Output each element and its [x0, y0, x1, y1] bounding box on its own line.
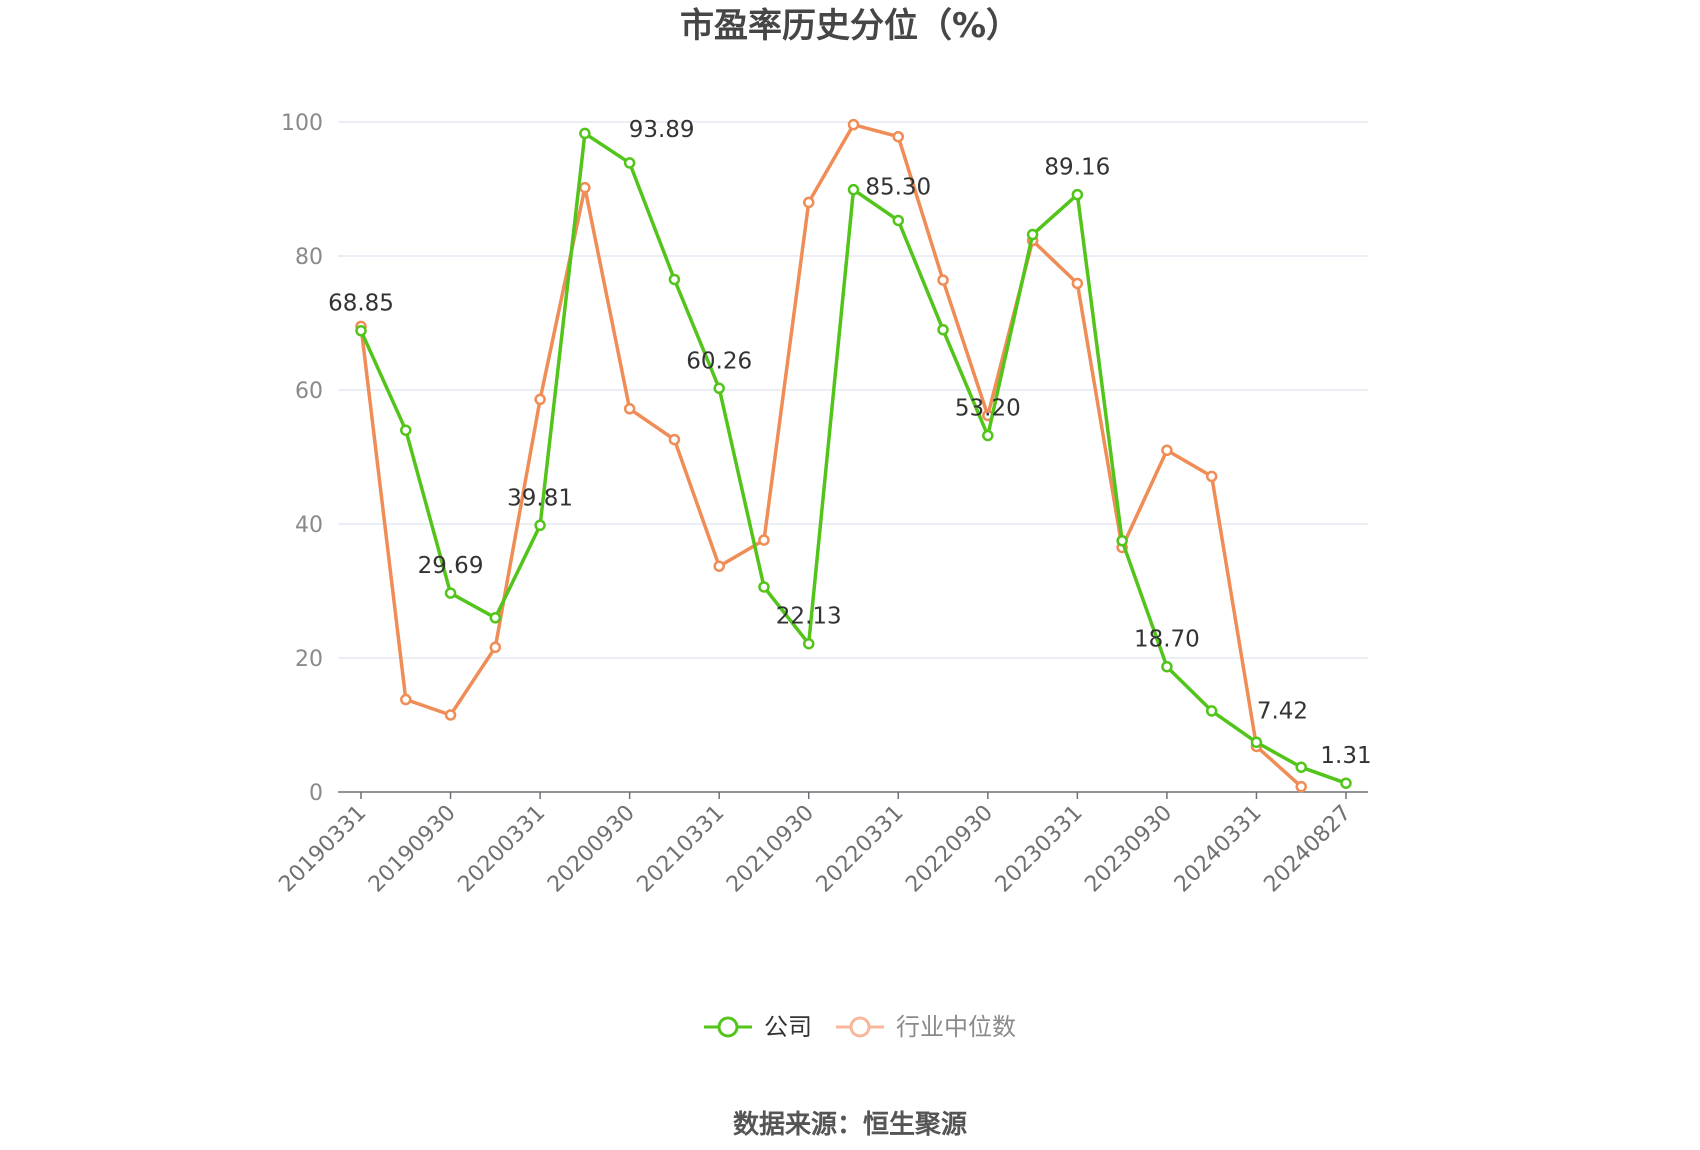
y-tick-label: 60: [295, 379, 323, 404]
legend-item-industry-median[interactable]: 行业中位数: [836, 1013, 1016, 1041]
data-point-company[interactable]: [444, 587, 457, 599]
y-tick-label: 40: [295, 513, 323, 538]
data-point-industry-median[interactable]: [892, 130, 905, 143]
y-tick-label: 80: [295, 245, 323, 270]
data-point-industry-median[interactable]: [579, 181, 591, 194]
data-point-industry-median[interactable]: [802, 196, 815, 209]
data-label: 29.69: [418, 553, 484, 579]
data-point-company[interactable]: [1295, 761, 1307, 773]
data-point-company[interactable]: [668, 273, 681, 286]
x-tick-label: 20230331: [991, 801, 1088, 898]
data-point-company[interactable]: [1161, 660, 1173, 673]
data-label: 18.70: [1134, 627, 1200, 653]
series-line-industry-median: [359, 122, 1303, 788]
x-tick-label: 20210930: [722, 801, 819, 898]
data-point-industry-median[interactable]: [668, 433, 681, 446]
x-tick-label: 20230930: [1080, 801, 1177, 898]
series-layer: [355, 118, 1352, 793]
x-tick-label: 20240827: [1259, 801, 1356, 898]
data-point-company[interactable]: [937, 323, 949, 336]
data-point-company[interactable]: [1071, 188, 1084, 201]
x-tick-label: 20220331: [812, 801, 909, 898]
x-tick-label: 20190331: [274, 801, 371, 898]
data-label: 22.13: [776, 604, 842, 630]
data-point-industry-median[interactable]: [489, 641, 502, 654]
data-point-industry-median[interactable]: [623, 403, 636, 415]
y-tick-label: 100: [281, 111, 323, 136]
data-point-company[interactable]: [713, 382, 725, 395]
data-point-company[interactable]: [802, 637, 815, 650]
data-point-company[interactable]: [534, 519, 546, 532]
x-tick-label: 20190930: [364, 801, 461, 898]
series-line-company: [359, 131, 1347, 785]
y-axis: 0 20 40 60 80 100: [281, 111, 323, 806]
data-point-industry-median[interactable]: [1205, 470, 1218, 483]
data-point-company[interactable]: [847, 183, 860, 196]
data-label: 39.81: [507, 485, 573, 511]
legend-label-company: 公司: [764, 1013, 812, 1041]
data-label: 7.42: [1257, 698, 1308, 724]
data-point-company[interactable]: [892, 214, 905, 227]
y-tick-label: 20: [295, 647, 323, 672]
data-label: 85.30: [865, 174, 931, 200]
x-tick-label: 20220930: [901, 801, 998, 898]
data-point-industry-median[interactable]: [937, 274, 949, 286]
data-label: 1.31: [1320, 743, 1371, 769]
data-point-industry-median[interactable]: [400, 693, 412, 706]
x-tick-label: 20200331: [453, 801, 550, 898]
data-point-industry-median[interactable]: [1071, 277, 1084, 290]
x-tick-label: 20240331: [1170, 801, 1267, 898]
y-tick-label: 0: [309, 781, 323, 806]
data-point-industry-median[interactable]: [444, 709, 457, 721]
data-point-industry-median[interactable]: [847, 118, 860, 131]
data-point-company[interactable]: [1205, 705, 1218, 717]
data-source: 数据来源：恒生聚源: [733, 1110, 967, 1140]
x-tick-label: 20210331: [633, 801, 730, 898]
legend: 公司 行业中位数: [704, 1013, 1016, 1041]
data-label: 68.85: [328, 291, 394, 317]
data-point-company[interactable]: [982, 429, 994, 442]
chart-title: 市盈率历史分位（%）: [680, 6, 1020, 46]
data-point-company[interactable]: [579, 127, 591, 140]
legend-item-company[interactable]: 公司: [704, 1013, 812, 1041]
data-point-company[interactable]: [623, 157, 636, 169]
data-point-company[interactable]: [1116, 535, 1128, 547]
data-point-company[interactable]: [489, 612, 502, 624]
data-point-company[interactable]: [758, 581, 770, 593]
data-label: 53.20: [955, 396, 1021, 422]
data-point-company[interactable]: [355, 324, 367, 337]
x-axis: 2019033120190930202003312020093020210331…: [274, 791, 1368, 898]
data-point-industry-median[interactable]: [534, 393, 546, 406]
data-point-company[interactable]: [400, 424, 412, 436]
data-point-company[interactable]: [1250, 736, 1263, 749]
data-point-industry-median[interactable]: [713, 560, 725, 572]
data-point-industry-median[interactable]: [758, 534, 770, 546]
legend-label-industry-median: 行业中位数: [896, 1013, 1016, 1041]
data-point-company[interactable]: [1340, 777, 1352, 789]
data-point-company[interactable]: [1026, 228, 1039, 241]
data-label: 89.16: [1044, 155, 1110, 181]
data-point-industry-median[interactable]: [1161, 444, 1173, 457]
data-labels: 68.85 29.69 39.81 93.89 60.26 22.13 85.30 53.20…: [328, 117, 1372, 769]
data-label: 60.26: [686, 348, 752, 374]
x-tick-label: 20200930: [543, 801, 640, 898]
data-label: 93.89: [629, 117, 695, 143]
data-point-industry-median[interactable]: [1295, 780, 1307, 793]
